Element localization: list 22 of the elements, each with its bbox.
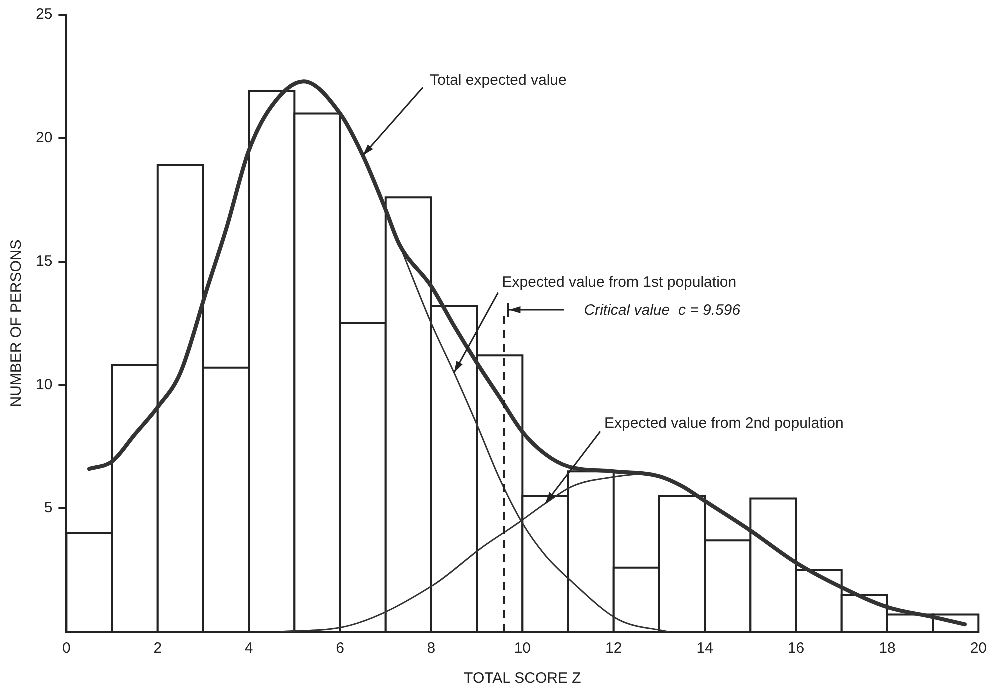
y-tick-label: 15 [36, 252, 53, 270]
annotation: Expected value from 1st population [502, 274, 737, 291]
annotation: Expected value from 2nd population [604, 414, 844, 432]
x-tick-label: 8 [427, 640, 436, 658]
x-tick-label: 10 [514, 640, 532, 658]
x-tick-label: 6 [336, 640, 344, 658]
y-tick-label: 10 [36, 376, 53, 394]
y-tick-label: 25 [36, 6, 53, 24]
x-tick-label: 4 [244, 640, 254, 658]
x-tick-label: 2 [154, 640, 162, 658]
y-axis-title: NUMBER OF PERSONS [8, 240, 26, 408]
y-tick-label: 5 [44, 500, 53, 517]
y-tick-label: 20 [36, 130, 53, 147]
x-tick-label: 12 [606, 640, 622, 658]
x-tick-label: 0 [62, 640, 71, 658]
ref-line-label: Critical value c = 9.596 [584, 302, 742, 320]
x-axis-title: TOTAL SCORE Z [464, 670, 582, 688]
annotation: Total expected value [430, 72, 567, 89]
x-tick-label: 20 [970, 640, 987, 658]
x-tick-label: 14 [696, 640, 714, 658]
x-tick-label: 16 [788, 640, 805, 658]
x-tick-label: 18 [879, 640, 896, 658]
